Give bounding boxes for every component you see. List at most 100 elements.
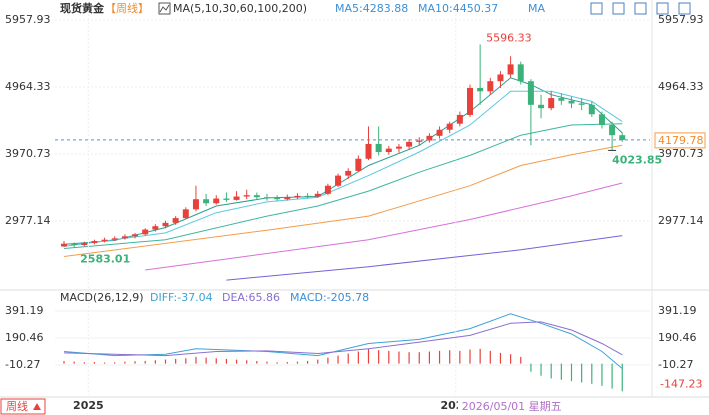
macd-line: [63, 313, 623, 369]
dea-legend: DEA:65.86: [222, 291, 280, 304]
ma-line: [145, 182, 623, 271]
y-tick-label: 4964.33: [5, 80, 51, 93]
high-label: 5596.33: [486, 31, 532, 44]
period: 【周线】: [105, 1, 149, 15]
candle-body: [324, 185, 331, 194]
candle-body: [172, 218, 179, 223]
y-tick-label: 391.19: [5, 304, 44, 317]
candle-body: [111, 238, 118, 240]
candle-body: [243, 195, 250, 197]
y-tick-label-right: -10.27: [658, 358, 693, 371]
cursor-value-box: [655, 376, 705, 392]
y-tick-label-right: 4964.33: [658, 80, 704, 93]
x-tick-label: 2025: [73, 399, 104, 412]
candle-body: [213, 198, 220, 204]
cursor-date-box: [457, 399, 576, 414]
y-tick-label-right: 5957.93: [658, 13, 704, 26]
candle-body: [426, 135, 433, 141]
candle-body: [477, 87, 484, 92]
candle-body: [588, 104, 595, 115]
ma-line: [63, 123, 623, 249]
last-price-box: [654, 132, 706, 149]
ma-more-label: MA: [528, 2, 545, 15]
candle-body: [385, 148, 392, 153]
y-tick-label-right: 190.46: [658, 331, 697, 344]
macd-title: MACD(26,12,9): [60, 291, 144, 304]
candle-body: [345, 170, 352, 176]
y-tick-label: 2977.14: [5, 214, 51, 227]
ma-icon: [158, 2, 171, 15]
y-tick-label: 3970.73: [5, 147, 51, 160]
toolbar-icons[interactable]: [590, 2, 691, 15]
candle-body: [101, 239, 108, 242]
candle-body: [456, 114, 463, 124]
candle-body: [375, 143, 382, 153]
candle-body: [355, 158, 362, 171]
y-tick-label: 5957.93: [5, 13, 51, 26]
candle-body: [284, 197, 291, 200]
macd-line: [63, 321, 623, 357]
ma-params: MA(5,10,30,60,100,200): [173, 2, 307, 15]
candle-body: [304, 195, 311, 197]
cursor-value-label: -147.23: [660, 377, 702, 390]
candle-body: [487, 81, 494, 92]
ma5-label: MA5:4283.88: [335, 2, 408, 15]
candle-body: [335, 175, 342, 186]
candle-body: [436, 129, 443, 136]
candle-body: [264, 197, 270, 199]
candle-body: [548, 98, 555, 109]
candle-body: [598, 114, 605, 126]
y-tick-label: 190.46: [5, 331, 44, 344]
candle-body: [162, 222, 169, 227]
ma10-label: MA10:4450.37: [418, 2, 498, 15]
candle-body: [152, 226, 159, 230]
ma-line: [226, 235, 623, 281]
candle-body: [192, 199, 199, 210]
last-price-label: 4179.78: [658, 134, 704, 147]
candle-body: [233, 196, 240, 200]
candle-body: [121, 236, 128, 239]
recent-low-label: 4023.85: [612, 153, 662, 166]
candle-body: [619, 135, 626, 140]
diff-legend: DIFF:-37.04: [150, 291, 213, 304]
ma-line: [63, 77, 623, 245]
candle-body: [609, 125, 616, 136]
candle-body: [527, 81, 534, 105]
cursor-date-label: 2026/05/01 星期五: [462, 400, 562, 413]
candle-body: [294, 195, 301, 198]
y-tick-label-right: 2977.14: [658, 214, 704, 227]
y-tick-label-right: 391.19: [658, 304, 697, 317]
candle-body: [416, 140, 423, 142]
macd-legend: MACD:-205.78: [290, 291, 369, 304]
candle-body: [568, 100, 575, 104]
candle-body: [406, 141, 413, 147]
candle-body: [314, 193, 321, 197]
candle-body: [71, 243, 78, 246]
symbol: 现货黄金: [60, 1, 105, 15]
candle-body: [467, 87, 473, 115]
candle-body: [538, 104, 545, 109]
period-button-label[interactable]: 周线: [6, 399, 28, 413]
candle-body: [61, 243, 67, 247]
candle-body: [132, 234, 139, 237]
period-button[interactable]: 周线: [0, 398, 46, 415]
candle-body: [203, 199, 210, 204]
candle-body: [558, 98, 565, 101]
candle-body: [223, 198, 230, 200]
candle-body: [91, 241, 98, 244]
candle-body: [395, 146, 402, 149]
y-tick-label: -10.27: [5, 358, 40, 371]
candle-body: [81, 243, 88, 246]
candle-body: [274, 197, 281, 200]
ma-line: [63, 144, 623, 257]
low-label: 2583.01: [80, 253, 130, 266]
candle-body: [365, 143, 372, 159]
candle-body: [517, 64, 524, 82]
candle-body: [446, 123, 453, 130]
candle-body: [142, 229, 149, 235]
candle-body: [182, 209, 189, 219]
ma-line: [63, 90, 623, 247]
y-tick-label-right: 3970.73: [658, 147, 704, 160]
